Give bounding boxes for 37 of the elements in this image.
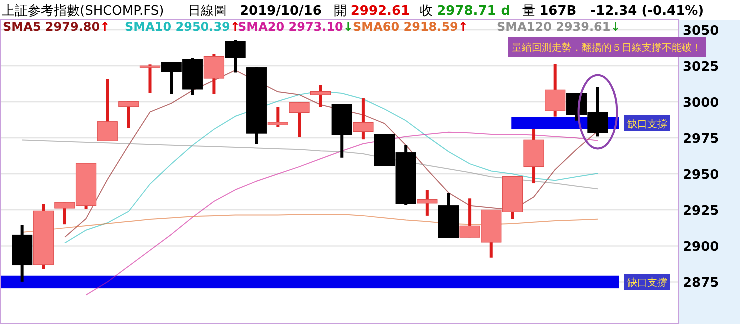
candlestick bbox=[204, 54, 225, 94]
y-tick-label: 2950 bbox=[683, 168, 720, 184]
candlestick bbox=[268, 107, 288, 128]
y-tick-label: 3000 bbox=[683, 96, 720, 112]
text: 167B bbox=[540, 4, 577, 19]
text: 開 bbox=[334, 4, 347, 19]
y-tick-label: 3050 bbox=[683, 24, 720, 40]
y-tick-label: 3025 bbox=[683, 60, 720, 76]
candlestick bbox=[140, 64, 161, 94]
y-tick-label: 2975 bbox=[683, 132, 720, 148]
text: SMA120 2939.61↓ bbox=[497, 20, 621, 34]
y-tick-label: 2875 bbox=[683, 276, 720, 292]
candlestick bbox=[118, 101, 140, 128]
candlestick bbox=[545, 64, 566, 117]
band-label: 缺口支撐 bbox=[627, 277, 668, 290]
text: 量 bbox=[522, 4, 536, 19]
y-tick-label: 2925 bbox=[683, 204, 720, 220]
text: 2019/10/16 bbox=[240, 4, 322, 19]
candlestick bbox=[353, 98, 374, 140]
text: SMA5 2979.80↑ bbox=[3, 20, 110, 34]
text: 2978.71 bbox=[437, 4, 496, 19]
text: d bbox=[501, 4, 511, 19]
y-tick-label: 2900 bbox=[683, 240, 720, 256]
text: 收 bbox=[420, 4, 434, 19]
candlestick bbox=[289, 102, 310, 138]
candlestick bbox=[97, 80, 118, 142]
annotation: 量縮回測走勢．翻揚的５日線支撐不能破！ bbox=[512, 42, 702, 54]
text: -12.34 (-0.41%) bbox=[590, 4, 704, 19]
candlestick bbox=[225, 40, 246, 73]
band-label: 缺口支撐 bbox=[627, 118, 668, 130]
chart-title: 上証参考指數(SHCOMP.FS) bbox=[2, 4, 164, 19]
candlestick bbox=[310, 85, 332, 108]
chart-subtitle: 日線圖 bbox=[188, 4, 227, 19]
candlestick bbox=[417, 190, 438, 216]
text: SMA20 2973.10↓ bbox=[238, 20, 354, 34]
text: 2992.61 bbox=[350, 4, 410, 19]
text: SMA60 2918.59↑ bbox=[353, 20, 468, 34]
